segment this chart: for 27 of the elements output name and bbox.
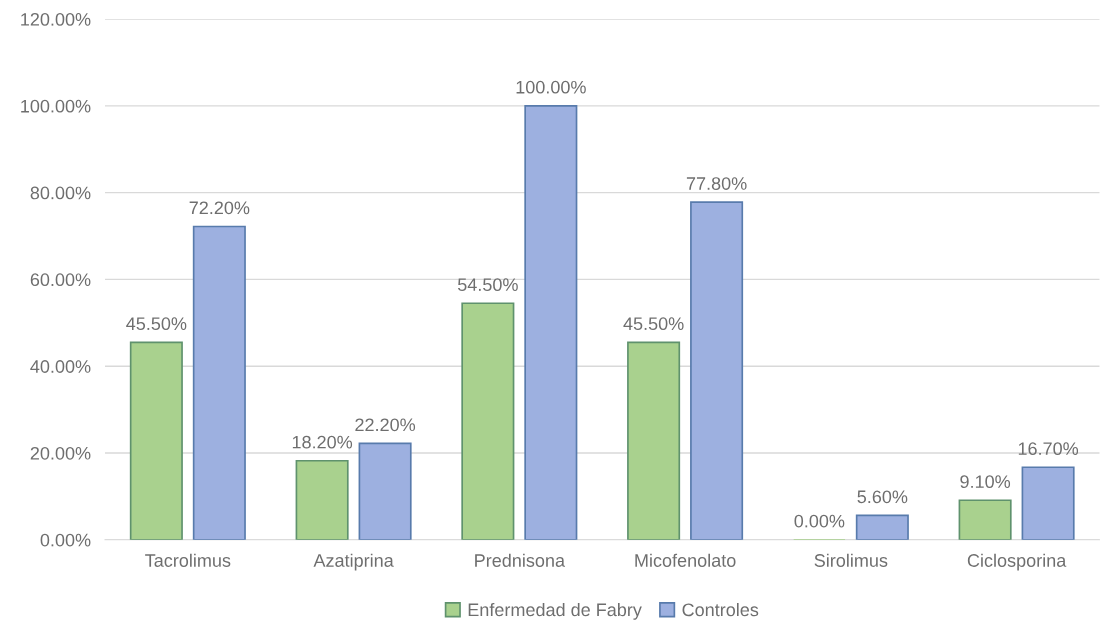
- y-tick-label: 80.00%: [30, 186, 91, 200]
- legend-label: Controles: [682, 602, 759, 617]
- data-label: 54.50%: [457, 278, 518, 292]
- x-tick-label: Tacrolimus: [145, 553, 231, 567]
- x-tick-label: Micofenolato: [635, 553, 736, 567]
- y-tick-label: 0.00%: [40, 533, 91, 547]
- x-tick-label: Sirolimus: [814, 553, 888, 567]
- x-tick-label: Azatiprina: [313, 553, 394, 571]
- data-label: 45.50%: [623, 317, 684, 331]
- y-tick-label: 40.00%: [30, 360, 91, 373]
- data-label: 77.80%: [686, 177, 747, 190]
- y-tick-label: 100.00%: [21, 99, 91, 113]
- data-label: 9.10%: [960, 475, 1011, 489]
- data-label: 22.20%: [355, 418, 416, 432]
- x-tick-label: Prednisona: [475, 553, 566, 567]
- y-tick-label: 20.00%: [30, 446, 91, 460]
- x-tick-label: Ciclosporina: [967, 553, 1067, 571]
- y-tick-label: 60.00%: [30, 273, 91, 287]
- data-label: 45.50%: [126, 317, 187, 331]
- data-label: 18.20%: [292, 435, 353, 449]
- legend-label: Enfermedad de Fabry: [468, 602, 642, 620]
- data-label: 100.00%: [516, 80, 586, 94]
- data-label: 0.00%: [794, 514, 845, 528]
- y-tick-label: 120.00%: [21, 12, 91, 26]
- data-label: 72.20%: [189, 201, 250, 215]
- data-label: 16.70%: [1018, 442, 1079, 456]
- data-label: 5.60%: [857, 490, 908, 504]
